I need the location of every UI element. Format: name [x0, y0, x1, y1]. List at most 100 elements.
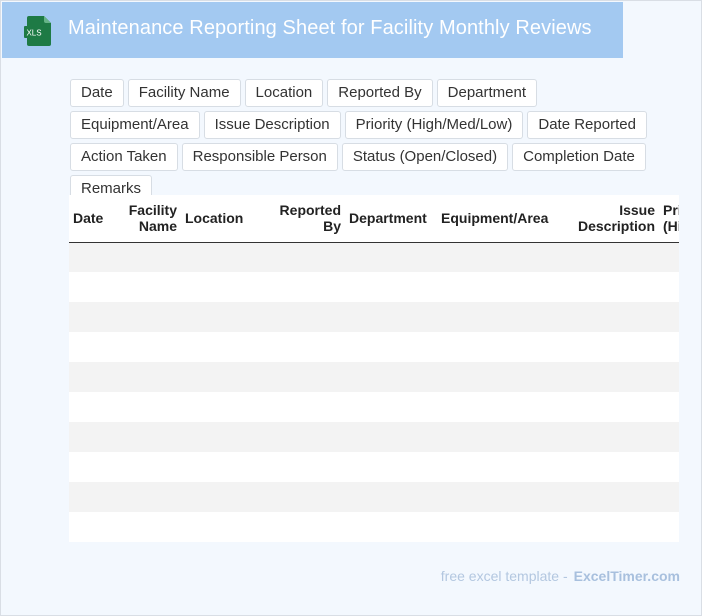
table-cell[interactable]: [345, 242, 437, 272]
table-cell[interactable]: [555, 362, 659, 392]
column-header-line1: Issue: [619, 202, 655, 219]
field-chip: Date Reported: [527, 111, 647, 139]
table-cell[interactable]: [437, 362, 555, 392]
table-cell[interactable]: [659, 512, 679, 542]
table-cell[interactable]: [119, 422, 181, 452]
table-cell[interactable]: [181, 332, 257, 362]
table-cell[interactable]: [69, 422, 119, 452]
table-cell[interactable]: [257, 332, 345, 362]
table-cell[interactable]: [437, 512, 555, 542]
table-cell[interactable]: [69, 392, 119, 422]
table-cell[interactable]: [345, 512, 437, 542]
table-cell[interactable]: [555, 332, 659, 362]
table-cell[interactable]: [659, 332, 679, 362]
table-cell[interactable]: [659, 302, 679, 332]
table-cell[interactable]: [555, 422, 659, 452]
data-table-wrapper: Date Facility Name Location Reported By Depart…: [69, 195, 679, 542]
table-cell[interactable]: [437, 302, 555, 332]
table-cell[interactable]: [69, 512, 119, 542]
table-cell[interactable]: [69, 482, 119, 512]
table-row: [69, 302, 679, 332]
table-cell[interactable]: [555, 482, 659, 512]
table-cell[interactable]: [119, 482, 181, 512]
table-cell[interactable]: [257, 422, 345, 452]
table-cell[interactable]: [437, 242, 555, 272]
table-cell[interactable]: [257, 512, 345, 542]
table-cell[interactable]: [345, 392, 437, 422]
table-cell[interactable]: [659, 422, 679, 452]
column-header: Facility Name: [119, 195, 181, 243]
column-header: Priority(High/Med/Low): [659, 195, 679, 243]
table-cell[interactable]: [659, 272, 679, 302]
table-row: [69, 242, 679, 272]
table-cell[interactable]: [555, 272, 659, 302]
table-cell[interactable]: [257, 452, 345, 482]
field-chip: Facility Name: [127, 79, 241, 107]
table-cell[interactable]: [555, 242, 659, 272]
table-cell[interactable]: [555, 392, 659, 422]
field-chip: Priority (High/Med/Low): [344, 111, 524, 139]
footer-brand-link[interactable]: ExcelTimer.com: [573, 568, 680, 584]
table-cell[interactable]: [119, 242, 181, 272]
table-cell[interactable]: [181, 392, 257, 422]
column-header-line2: Name: [138, 218, 177, 235]
table-cell[interactable]: [181, 302, 257, 332]
column-header: Date: [69, 195, 119, 243]
table-cell[interactable]: [345, 362, 437, 392]
table-cell[interactable]: [69, 332, 119, 362]
table-cell[interactable]: [257, 272, 345, 302]
table-cell[interactable]: [257, 302, 345, 332]
table-cell[interactable]: [345, 452, 437, 482]
table-cell[interactable]: [437, 272, 555, 302]
table-cell[interactable]: [437, 452, 555, 482]
table-cell[interactable]: [437, 332, 555, 362]
table-header-row: Date Facility Name Location Reported By Depart…: [69, 195, 679, 243]
table-cell[interactable]: [181, 482, 257, 512]
table-cell[interactable]: [555, 512, 659, 542]
table-cell[interactable]: [257, 362, 345, 392]
table-cell[interactable]: [437, 392, 555, 422]
table-cell[interactable]: [659, 452, 679, 482]
table-cell[interactable]: [345, 482, 437, 512]
table-cell[interactable]: [181, 422, 257, 452]
table-cell[interactable]: [555, 302, 659, 332]
table-cell[interactable]: [257, 482, 345, 512]
table-cell[interactable]: [257, 242, 345, 272]
table-cell[interactable]: [437, 422, 555, 452]
table-cell[interactable]: [181, 242, 257, 272]
field-chip: Completion Date: [512, 143, 646, 171]
table-cell[interactable]: [345, 422, 437, 452]
table-cell[interactable]: [345, 272, 437, 302]
column-header: Reported By: [257, 195, 345, 243]
column-header-line2: By: [323, 218, 341, 235]
table-cell[interactable]: [659, 392, 679, 422]
table-row: [69, 272, 679, 302]
table-cell[interactable]: [181, 362, 257, 392]
table-cell[interactable]: [181, 452, 257, 482]
table-cell[interactable]: [119, 452, 181, 482]
table-cell[interactable]: [659, 362, 679, 392]
table-cell[interactable]: [437, 482, 555, 512]
table-row: [69, 392, 679, 422]
table-cell[interactable]: [69, 452, 119, 482]
table-cell[interactable]: [181, 272, 257, 302]
table-cell[interactable]: [119, 392, 181, 422]
table-cell[interactable]: [345, 332, 437, 362]
column-header-line1: Reported: [279, 202, 341, 219]
column-header: Location: [181, 195, 257, 243]
table-cell[interactable]: [119, 272, 181, 302]
table-cell[interactable]: [181, 512, 257, 542]
table-cell[interactable]: [119, 302, 181, 332]
table-cell[interactable]: [659, 242, 679, 272]
table-cell[interactable]: [69, 272, 119, 302]
table-cell[interactable]: [119, 332, 181, 362]
table-cell[interactable]: [659, 482, 679, 512]
table-cell[interactable]: [257, 392, 345, 422]
table-cell[interactable]: [119, 362, 181, 392]
table-cell[interactable]: [119, 512, 181, 542]
table-cell[interactable]: [69, 302, 119, 332]
table-cell[interactable]: [69, 362, 119, 392]
table-cell[interactable]: [345, 302, 437, 332]
table-cell[interactable]: [555, 452, 659, 482]
table-cell[interactable]: [69, 242, 119, 272]
